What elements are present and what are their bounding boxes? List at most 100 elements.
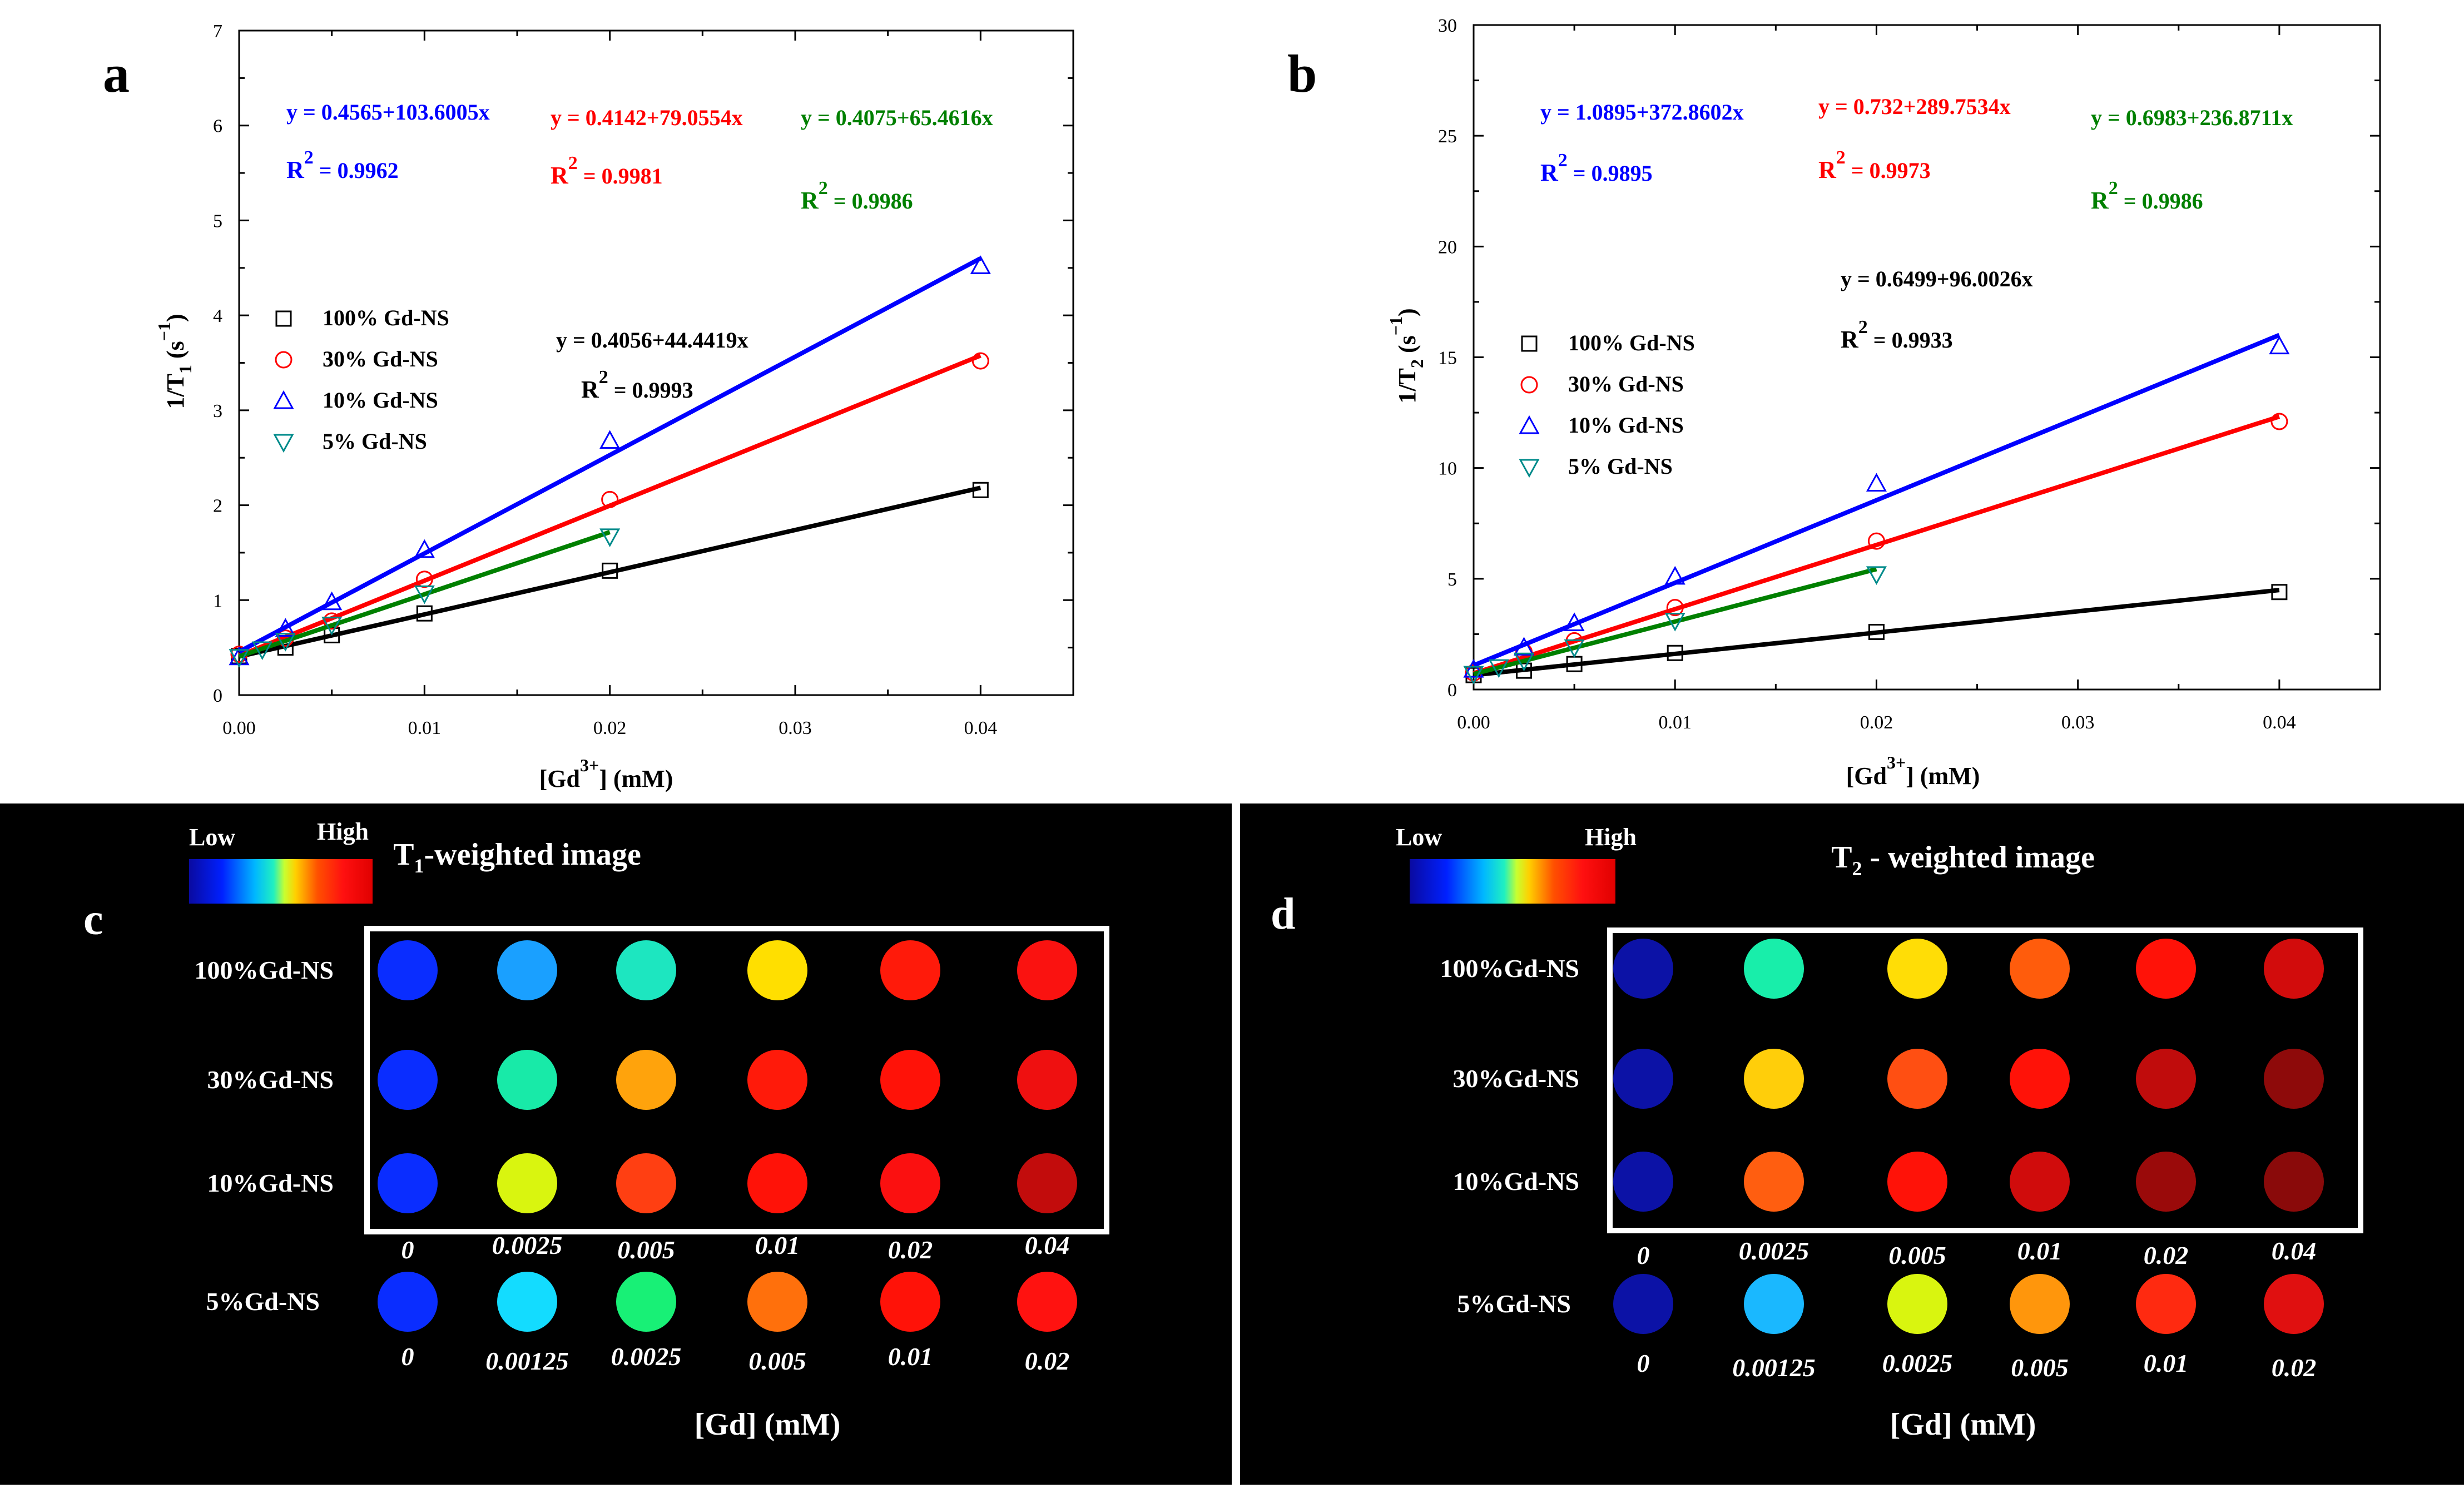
concentration-label: 0.01 <box>755 1231 800 1259</box>
concentration-label: 0.02 <box>1025 1347 1070 1375</box>
chart-panel-a: 0.00 0.01 0.02 0.03 0.04 0 1 2 3 4 5 6 7 y = 0.4056+4… <box>103 21 1074 792</box>
concentration-label: 0.01 <box>2144 1349 2189 1377</box>
concentration-label: 0.00125 <box>1732 1353 1816 1382</box>
phantom-well <box>1613 1049 1673 1109</box>
y-tick-label: 2 <box>213 496 222 517</box>
phantom-well <box>2136 939 2196 999</box>
y-axis-label: 1/T2 (s−1) <box>1386 308 1427 403</box>
row-label: 10%Gd-NS <box>207 1169 334 1197</box>
phantom-well <box>497 1050 557 1110</box>
phantom-well <box>2010 939 2070 999</box>
colorbar-high-label: High <box>1585 824 1637 851</box>
mri-background <box>0 803 1232 1485</box>
phantom-well <box>616 1153 676 1213</box>
row-label: 5%Gd-NS <box>206 1287 320 1316</box>
x-tick-label: 0.01 <box>408 718 442 738</box>
colorbar-high-label: High <box>317 818 369 845</box>
data-point <box>1514 637 1535 656</box>
fit-equation: y = 0.6983+236.8711x <box>2091 105 2293 130</box>
phantom-well <box>378 1272 438 1332</box>
mri-panel-c: Low High T1-weighted image c 100%Gd-NS 30%Gd-… <box>0 803 1232 1485</box>
phantom-well <box>1017 1272 1077 1332</box>
phantom-well <box>880 1050 940 1110</box>
data-point <box>2270 413 2288 430</box>
phantom-well <box>616 1272 676 1332</box>
y-tick-label: 30 <box>1438 16 1457 36</box>
panel-label: c <box>83 895 103 944</box>
fit-equation: y = 0.4056+44.4419x <box>556 328 748 353</box>
fit-line-1 <box>238 353 981 658</box>
data-point <box>1463 666 1484 685</box>
data-point <box>1564 639 1585 658</box>
fit-line-2 <box>1473 333 2280 668</box>
y-tick-label: 7 <box>213 21 222 42</box>
phantom-well <box>1744 1274 1804 1334</box>
fit-equation: y = 0.732+289.7534x <box>1818 94 2011 119</box>
y-axis-label: 1/T1 (s−1) <box>154 314 195 409</box>
r-squared-label: R2 = 0.9962 <box>286 147 399 183</box>
data-point <box>1664 613 1685 632</box>
phantom-well <box>2264 1049 2324 1109</box>
x-tick-label: 0.04 <box>964 718 998 738</box>
y-tick-label: 0 <box>1447 680 1457 701</box>
x-axis-label: [Gd3+] (mM) <box>1846 752 1980 790</box>
phantom-well <box>378 1153 438 1213</box>
concentration-axis-label: [Gd] (mM) <box>695 1407 841 1442</box>
image-title: T1-weighted image <box>393 837 641 877</box>
fit-equation: y = 1.0895+372.8602x <box>1540 100 1744 125</box>
panel-label: a <box>103 44 130 103</box>
concentration-label: 0.005 <box>748 1347 806 1375</box>
x-tick-label: 0.04 <box>2263 712 2296 733</box>
colorbar-low-label: Low <box>189 824 235 851</box>
phantom-well <box>1744 1049 1804 1109</box>
fit-equation: y = 0.4142+79.0554x <box>551 105 743 130</box>
phantom-well <box>1744 1152 1804 1212</box>
y-tick-label: 20 <box>1438 237 1457 257</box>
phantom-well <box>880 1272 940 1332</box>
chart-panel-b: 0.00 0.01 0.02 0.03 0.04 0 5 10 15 20 25 30 y = 0.64… <box>1287 16 2381 790</box>
fit-line-1 <box>1473 414 2280 676</box>
x-tick-label: 0.03 <box>2061 712 2095 733</box>
data-point <box>1868 623 1885 640</box>
phantom-well <box>2010 1152 2070 1212</box>
concentration-label: 0.0025 <box>492 1231 563 1259</box>
phantom-well <box>2010 1274 2070 1334</box>
phantom-well <box>880 1153 940 1213</box>
r-squared-label: R2 = 0.9981 <box>551 153 663 189</box>
r-squared-label: R2 = 0.9933 <box>1841 317 1953 353</box>
x-axis-label: [Gd3+] (mM) <box>539 755 673 792</box>
phantom-well <box>378 1050 438 1110</box>
concentration-label: 0 <box>401 1236 414 1264</box>
data-point <box>1866 566 1887 585</box>
row-label: 10%Gd-NS <box>1453 1167 1579 1196</box>
data-point <box>414 539 435 558</box>
concentration-label: 0.0025 <box>611 1342 682 1371</box>
legend-label: 5% Gd-NS <box>323 429 427 454</box>
phantom-well <box>1613 939 1673 999</box>
y-tick-label: 6 <box>213 116 222 137</box>
y-tick-label: 25 <box>1438 126 1457 147</box>
phantom-well <box>2136 1274 2196 1334</box>
data-point <box>1488 659 1509 678</box>
data-point <box>275 633 296 652</box>
phantom-well <box>2264 1152 2324 1212</box>
data-point <box>1664 566 1685 585</box>
legend-label: 100% Gd-NS <box>1568 330 1695 355</box>
concentration-label: 0.01 <box>888 1342 933 1371</box>
legend-marker <box>1521 335 1538 352</box>
data-point <box>414 585 435 604</box>
x-tick-label: 0.00 <box>1457 712 1490 733</box>
phantom-well <box>1744 939 1804 999</box>
row-label: 100%Gd-NS <box>1440 954 1579 983</box>
phantom-well <box>747 1050 807 1110</box>
sample-box <box>364 926 1109 1234</box>
phantom-well <box>1017 1050 1077 1110</box>
row-label: 5%Gd-NS <box>1457 1289 1571 1318</box>
phantom-well <box>497 940 557 1000</box>
phantom-well <box>1017 1153 1077 1213</box>
legend-label: 5% Gd-NS <box>1568 454 1673 479</box>
r-squared-label: R2 = 0.9986 <box>2091 178 2203 214</box>
data-point <box>1866 473 1887 492</box>
legend-label: 30% Gd-NS <box>323 346 438 371</box>
concentration-label: 0.00125 <box>485 1347 569 1375</box>
